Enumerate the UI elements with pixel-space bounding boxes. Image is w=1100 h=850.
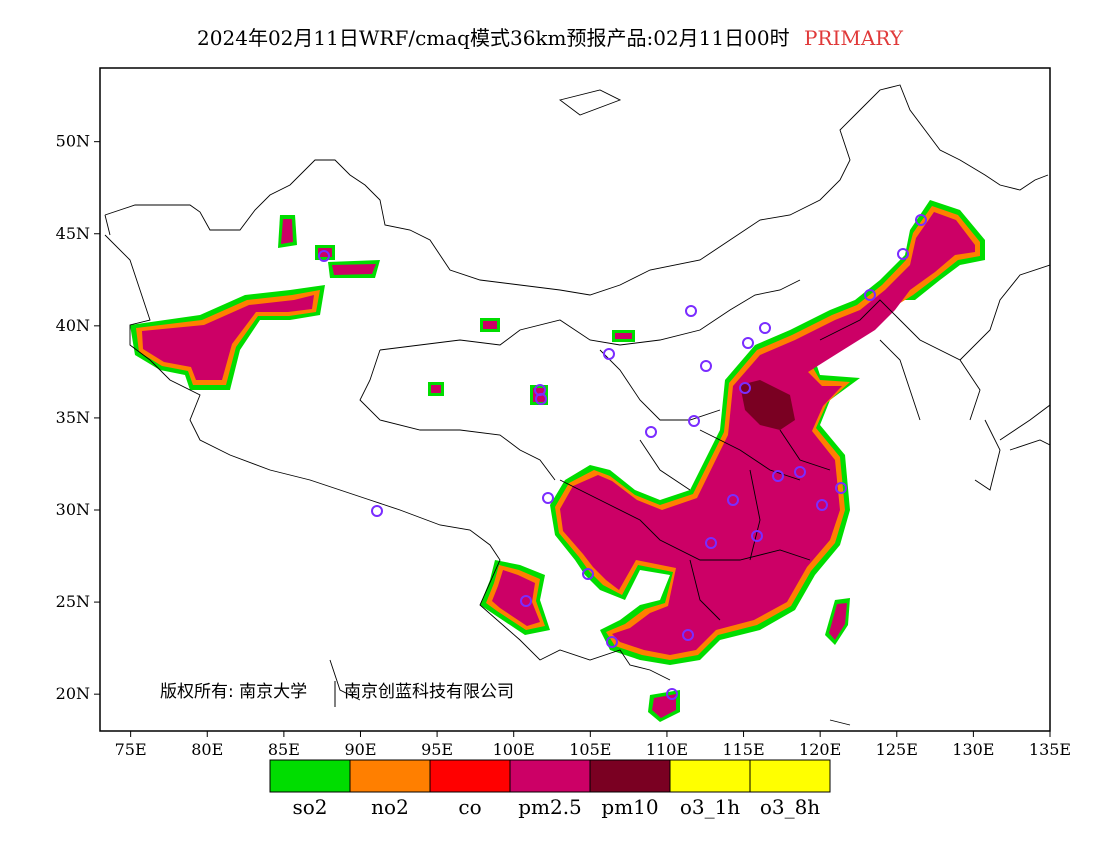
y-tick-label: 35N (56, 408, 90, 427)
x-tick-label: 125E (876, 740, 918, 759)
region-hainan (648, 690, 680, 722)
station-marker (751, 530, 763, 542)
legend-swatch-so2 (269, 759, 351, 793)
map-content (104, 84, 1050, 726)
station-marker (897, 248, 909, 260)
station-marker (688, 415, 700, 427)
x-tick-label: 110E (646, 740, 688, 759)
station-marker (835, 482, 847, 494)
x-tick-label: 95E (421, 740, 453, 759)
legend-label: pm2.5 (518, 795, 582, 819)
x-tick-label: 90E (344, 740, 376, 759)
station-marker (864, 289, 876, 301)
y-tick-label: 30N (56, 500, 90, 519)
x-axis: 75E 80E 85E 90E 95E 100E 105E 110E 115E 120E 125E 1… (115, 731, 1071, 759)
legend-label: o3_1h (679, 795, 741, 819)
station-marker (705, 537, 717, 549)
map-frame (99, 67, 1051, 732)
legend-label: no2 (371, 795, 409, 819)
x-tick-label: 135E (1029, 740, 1071, 759)
station-marker (606, 636, 618, 648)
legend-swatch-o31h (669, 759, 751, 793)
legend-label: o3_8h (759, 795, 821, 819)
legend-swatch-no2 (349, 759, 431, 793)
y-tick-label: 25N (56, 592, 90, 611)
station-marker (603, 348, 615, 360)
y-tick-label: 50N (56, 132, 90, 151)
station-marker (645, 426, 657, 438)
legend (269, 759, 831, 793)
station-marker (318, 250, 330, 262)
legend-swatch-pm10 (589, 759, 671, 793)
region-xinjiang (130, 285, 325, 390)
legend-label: so2 (292, 795, 328, 819)
station-marker (727, 494, 739, 506)
station-marker (742, 337, 754, 349)
x-tick-label: 100E (493, 740, 535, 759)
station-marker (759, 322, 771, 334)
pollution-regions (130, 200, 985, 722)
legend-swatch-o38h (749, 759, 831, 793)
station-marker (685, 305, 697, 317)
station-markers (318, 214, 927, 700)
station-marker (682, 629, 694, 641)
x-tick-label: 75E (115, 740, 147, 759)
map-title: 2024年02月11日WRF/cmaq模式36km预报产品:02月11日00时 … (0, 22, 1100, 51)
boundaries (104, 84, 1050, 726)
station-marker (794, 466, 806, 478)
y-tick-label: 40N (56, 316, 90, 335)
station-marker (542, 492, 554, 504)
station-marker (816, 499, 828, 511)
station-marker (535, 393, 547, 405)
title-text: 2024年02月11日WRF/cmaq模式36km预报产品:02月11日00时 (197, 26, 790, 50)
x-tick-label: 115E (722, 740, 764, 759)
x-tick-label: 85E (268, 740, 300, 759)
copyright-part2: 南京创蓝科技有限公司 (344, 682, 514, 702)
region-yunnan (480, 560, 550, 635)
x-tick-label: 130E (952, 740, 994, 759)
legend-swatch-pm25 (509, 759, 591, 793)
region-east-china (550, 200, 985, 665)
station-marker (700, 360, 712, 372)
title-mode: PRIMARY (803, 26, 903, 50)
station-marker (915, 214, 927, 226)
legend-label: pm10 (601, 795, 659, 819)
x-tick-label: 105E (569, 740, 611, 759)
region-north-blobs (278, 215, 635, 405)
legend-swatch-co (429, 759, 511, 793)
y-axis: 50N 45N 40N 35N 30N 25N 20N (56, 132, 100, 703)
station-marker (582, 568, 594, 580)
y-tick-label: 45N (56, 224, 90, 243)
station-marker (520, 595, 532, 607)
station-marker (772, 470, 784, 482)
region-taiwan (825, 598, 850, 645)
x-tick-label: 80E (191, 740, 223, 759)
station-marker (371, 505, 383, 517)
legend-label: co (458, 795, 482, 819)
station-marker (666, 688, 678, 700)
y-tick-label: 20N (56, 684, 90, 703)
copyright-part1: 版权所有: 南京大学 (160, 682, 307, 702)
x-tick-label: 120E (799, 740, 841, 759)
station-marker (739, 382, 751, 394)
